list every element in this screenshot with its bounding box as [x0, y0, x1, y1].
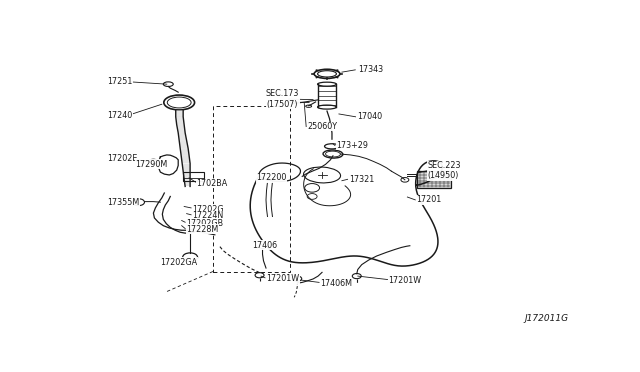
Text: J172011G: J172011G [524, 314, 568, 323]
Text: 17343: 17343 [358, 65, 383, 74]
Text: 17406: 17406 [253, 241, 278, 250]
Polygon shape [180, 148, 189, 156]
Polygon shape [178, 133, 187, 141]
Text: 17040: 17040 [356, 112, 382, 121]
Text: 17228M: 17228M [187, 225, 219, 234]
Text: SEC.223
(14950): SEC.223 (14950) [428, 161, 461, 180]
Text: 17201: 17201 [416, 195, 442, 204]
Text: 1702BA: 1702BA [196, 179, 228, 188]
Text: 17201W: 17201W [266, 275, 299, 283]
Text: 17290M: 17290M [136, 160, 168, 169]
Text: 25060Y: 25060Y [307, 122, 337, 131]
Bar [417, 171, 451, 188]
Polygon shape [176, 110, 183, 117]
Polygon shape [183, 171, 190, 179]
Bar [183, 172, 204, 181]
Polygon shape [181, 156, 190, 164]
Polygon shape [179, 141, 188, 148]
Text: 17321: 17321 [349, 175, 374, 184]
Polygon shape [176, 117, 184, 125]
Text: 17224N: 17224N [192, 211, 223, 221]
Polygon shape [184, 179, 190, 186]
Text: 17201W: 17201W [388, 276, 422, 285]
Text: 173+29: 173+29 [336, 141, 368, 150]
Text: 17202GA: 17202GA [161, 258, 198, 267]
Text: 17202E: 17202E [108, 154, 138, 163]
Text: 17240: 17240 [108, 111, 132, 120]
Text: 17202G: 17202G [192, 205, 224, 214]
Polygon shape [177, 125, 185, 133]
Text: 17355M: 17355M [108, 198, 140, 207]
Text: SEC.173
(17507): SEC.173 (17507) [266, 89, 300, 109]
Polygon shape [182, 164, 190, 171]
Text: 17406M: 17406M [320, 279, 352, 288]
Text: 17251: 17251 [108, 77, 132, 86]
Text: 17202GB: 17202GB [187, 219, 224, 228]
Bar [213, 106, 290, 272]
Text: 172200: 172200 [256, 173, 287, 182]
